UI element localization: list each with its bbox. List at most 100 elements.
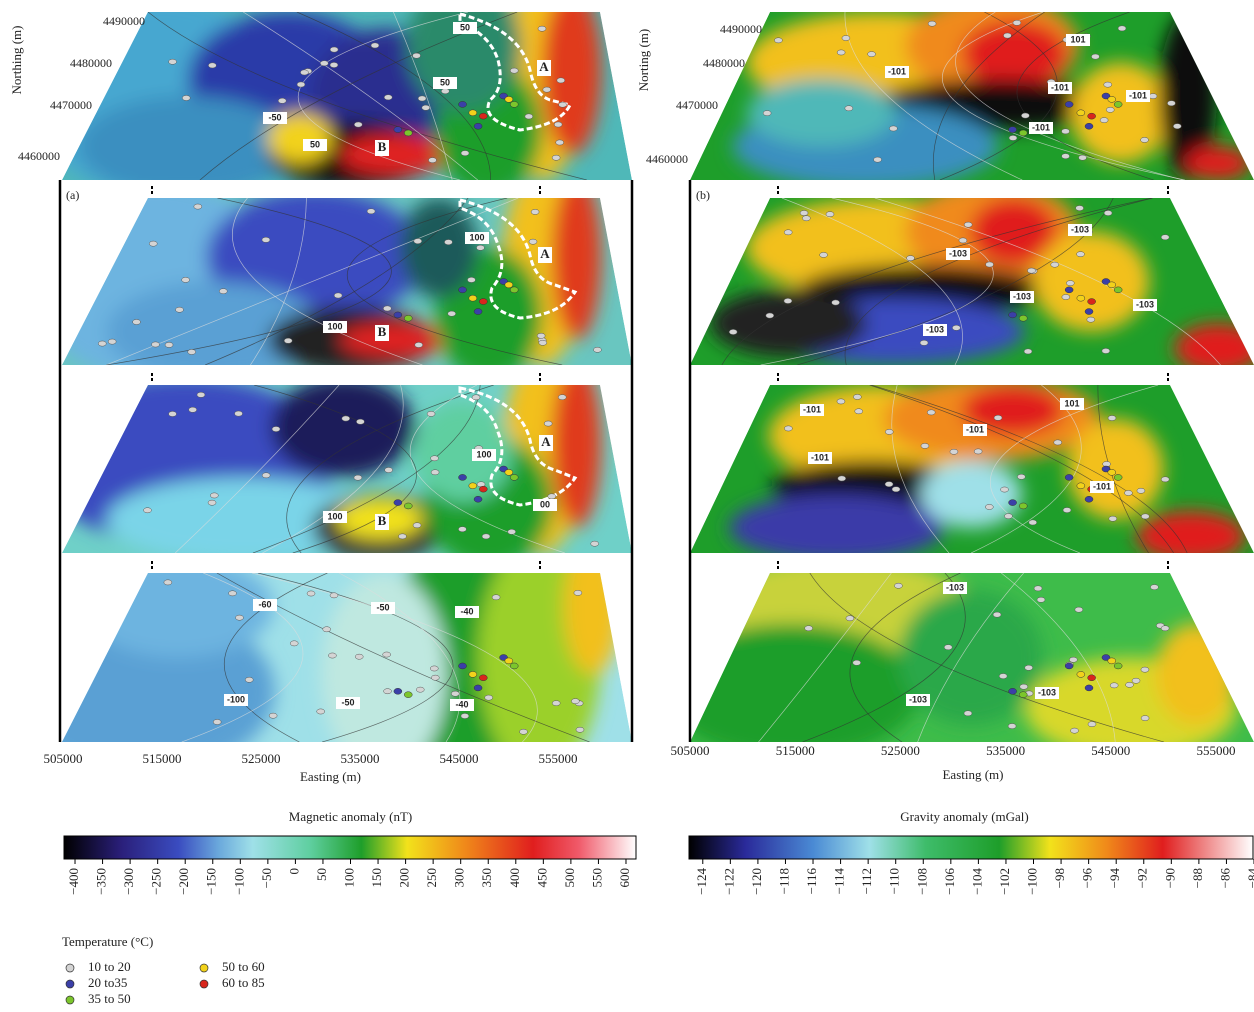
well-point — [1027, 268, 1035, 273]
well-point — [414, 239, 422, 244]
well-point — [1009, 127, 1017, 133]
well-point — [1141, 716, 1149, 721]
well-point — [143, 508, 151, 513]
well-point — [1124, 490, 1132, 495]
well-point — [188, 349, 196, 354]
well-point — [510, 474, 518, 480]
contour-label: -100 — [227, 694, 245, 704]
colorbar-tick-label: −96 — [1080, 868, 1095, 889]
colorbar-tick-label: −94 — [1107, 868, 1122, 889]
well-point — [576, 727, 584, 732]
well-point — [1106, 107, 1114, 112]
colorbar-tick-label: −88 — [1190, 868, 1205, 888]
well-point — [479, 113, 487, 119]
well-point — [194, 204, 202, 209]
well-point — [885, 482, 893, 487]
well-point — [1021, 113, 1029, 118]
well-point — [300, 70, 308, 75]
x-tick-label: 525000 — [881, 743, 920, 758]
well-point — [415, 342, 423, 347]
map-layer: 100100AB — [28, 165, 632, 382]
contour-label: 100 — [469, 232, 484, 242]
well-point — [474, 685, 482, 691]
zone-label: A — [540, 246, 550, 261]
well-point — [1019, 130, 1027, 136]
x-axis-title: Easting (m) — [300, 769, 361, 784]
map-layer: -103-103-103 — [663, 556, 1254, 759]
y-axis-title: Norting (m) — [636, 29, 651, 91]
zone-label: B — [378, 139, 387, 154]
well-point — [413, 53, 421, 58]
well-point — [1029, 520, 1037, 525]
contour-label: 101 — [1070, 34, 1085, 44]
well-point — [1020, 684, 1028, 689]
colorbar-tick-label: 450 — [534, 868, 549, 888]
well-point — [1077, 252, 1085, 257]
well-point — [1114, 663, 1122, 669]
well-point — [1054, 440, 1062, 445]
well-point — [108, 339, 116, 344]
well-point — [519, 729, 527, 734]
well-point — [544, 421, 552, 426]
colorbar-tick-label: 550 — [589, 868, 604, 888]
well-point — [367, 209, 375, 214]
well-point — [245, 677, 253, 682]
anomaly — [340, 135, 450, 175]
well-point — [855, 409, 863, 414]
well-point — [472, 395, 480, 400]
well-point — [431, 470, 439, 475]
well-point — [1065, 287, 1073, 293]
well-point — [974, 449, 982, 454]
well-point — [1104, 210, 1112, 215]
well-point — [479, 675, 487, 681]
well-point — [474, 123, 482, 129]
well-point — [262, 473, 270, 478]
map-surface — [34, 351, 632, 569]
well-point — [552, 155, 560, 160]
well-point — [837, 399, 845, 404]
x-tick-label: 545000 — [1091, 743, 1130, 758]
anomaly — [552, 173, 601, 340]
colorbar-tick-label: 300 — [452, 868, 467, 888]
well-point — [383, 652, 391, 657]
anomaly — [729, 494, 945, 561]
anomaly — [83, 556, 273, 657]
contour-label: -101 — [1093, 481, 1111, 491]
well-point — [482, 534, 490, 539]
well-point — [1132, 678, 1140, 683]
well-point — [838, 476, 846, 481]
well-point — [832, 300, 840, 305]
well-point — [763, 111, 771, 116]
zone-label: B — [378, 513, 387, 528]
well-point — [1077, 110, 1085, 116]
well-point — [1149, 94, 1157, 99]
contour-label: 101 — [1064, 398, 1079, 408]
well-point — [165, 342, 173, 347]
contour-label: -103 — [909, 694, 927, 704]
colorbar-tick-label: −92 — [1135, 868, 1150, 888]
well-point — [557, 78, 565, 83]
well-point — [384, 689, 392, 694]
colorbar-tick-label: −124 — [694, 868, 709, 895]
well-point — [1161, 626, 1169, 631]
x-tick-label: 555000 — [539, 751, 578, 766]
well-point — [278, 98, 286, 103]
well-point — [510, 663, 518, 669]
well-point — [510, 68, 518, 73]
well-point — [427, 411, 435, 416]
contour-label: -103 — [926, 324, 944, 334]
y-tick-label: 4490000 — [720, 22, 762, 36]
y-tick-label: 4490000 — [103, 14, 145, 28]
x-tick-label: 505000 — [44, 751, 83, 766]
y-tick-label: 4460000 — [18, 149, 60, 163]
panel-label: (a) — [66, 188, 79, 202]
map-anomalies — [28, 0, 601, 197]
well-point — [284, 338, 292, 343]
well-point — [394, 127, 402, 133]
well-point — [531, 209, 539, 214]
x-tick-label: 515000 — [776, 743, 815, 758]
well-point — [802, 216, 810, 221]
well-point — [1102, 348, 1110, 353]
colorbar-tick-label: 150 — [369, 868, 384, 888]
well-point — [1118, 26, 1126, 31]
